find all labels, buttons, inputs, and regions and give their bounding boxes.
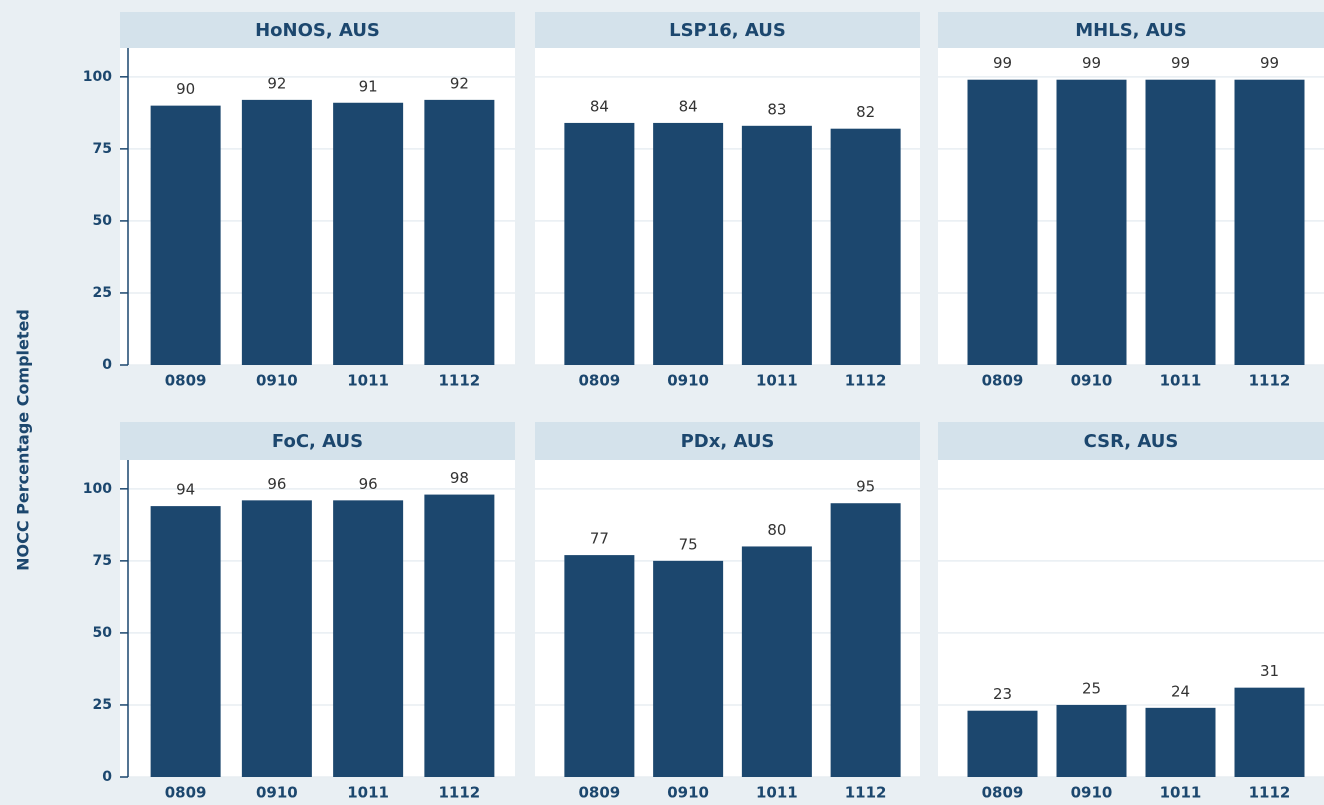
x-tick-label: 0910 — [1071, 784, 1113, 802]
value-label: 24 — [1171, 682, 1190, 700]
value-label: 31 — [1260, 662, 1279, 680]
value-label: 92 — [450, 74, 469, 92]
value-label: 77 — [590, 530, 609, 548]
value-label: 98 — [450, 469, 469, 487]
panel-header — [938, 12, 1324, 48]
value-label: 94 — [176, 481, 195, 499]
value-label: 99 — [993, 54, 1012, 72]
x-tick-label: 0809 — [982, 372, 1024, 390]
value-label: 99 — [1260, 54, 1279, 72]
x-tick-label: 1011 — [347, 372, 389, 390]
bar — [653, 560, 724, 777]
x-tick-label: 0910 — [667, 784, 709, 802]
panel-header — [120, 422, 515, 460]
bar — [564, 122, 635, 365]
value-label: 84 — [679, 97, 698, 115]
panel-title: LSP16, AUS — [669, 20, 786, 41]
bar — [1056, 79, 1127, 365]
bar — [424, 494, 495, 777]
bar — [1056, 704, 1127, 777]
bar — [830, 503, 901, 777]
y-tick-label: 50 — [93, 213, 113, 229]
bar — [1234, 687, 1305, 777]
x-tick-label: 0809 — [982, 784, 1024, 802]
panel-header — [535, 422, 920, 460]
x-tick-label: 0809 — [579, 784, 621, 802]
y-tick-label: 75 — [93, 141, 112, 157]
value-label: 99 — [1171, 54, 1190, 72]
y-axis-label: NOCC Percentage Completed — [14, 309, 33, 571]
x-tick-label: 1112 — [845, 784, 887, 802]
x-tick-label: 1011 — [1160, 784, 1202, 802]
value-label: 83 — [767, 100, 786, 118]
value-label: 96 — [359, 475, 378, 493]
x-tick-label: 1112 — [1249, 372, 1291, 390]
y-tick-label: 0 — [102, 769, 112, 785]
value-label: 75 — [679, 535, 698, 553]
bar — [1145, 79, 1216, 365]
bar — [241, 99, 312, 365]
y-tick-label: 100 — [83, 481, 112, 497]
x-tick-label: 1112 — [439, 372, 481, 390]
y-tick-label: 75 — [93, 553, 112, 569]
bar — [741, 125, 812, 366]
bar — [967, 710, 1038, 777]
y-tick-label: 50 — [93, 625, 113, 641]
panel-title: MHLS, AUS — [1075, 20, 1186, 41]
panel-title: PDx, AUS — [681, 431, 775, 452]
x-tick-label: 0910 — [256, 372, 298, 390]
value-label: 25 — [1082, 679, 1101, 697]
bar — [1145, 707, 1216, 777]
panel-title: HoNOS, AUS — [255, 20, 380, 41]
x-tick-label: 1011 — [756, 784, 798, 802]
value-label: 90 — [176, 80, 195, 98]
y-tick-label: 0 — [102, 357, 112, 373]
bar — [830, 128, 901, 365]
bar — [333, 102, 404, 365]
bar — [150, 506, 221, 777]
value-label: 82 — [856, 103, 875, 121]
panel-title: CSR, AUS — [1084, 431, 1179, 452]
bar — [241, 500, 312, 777]
x-tick-label: 1112 — [1249, 784, 1291, 802]
bar — [564, 555, 635, 777]
x-tick-label: 0910 — [256, 784, 298, 802]
value-label: 91 — [359, 77, 378, 95]
panel-header — [938, 422, 1324, 460]
value-label: 99 — [1082, 54, 1101, 72]
bar — [1234, 79, 1305, 365]
x-tick-label: 0809 — [579, 372, 621, 390]
value-label: 80 — [767, 521, 786, 539]
x-tick-label: 1112 — [439, 784, 481, 802]
x-tick-label: 0809 — [165, 784, 207, 802]
panel-header — [535, 12, 920, 48]
bar — [150, 105, 221, 366]
bar — [424, 99, 495, 365]
value-label: 84 — [590, 97, 609, 115]
x-tick-label: 1011 — [1160, 372, 1202, 390]
bar — [333, 500, 404, 777]
x-tick-label: 1011 — [347, 784, 389, 802]
value-label: 95 — [856, 478, 875, 496]
value-label: 96 — [267, 475, 286, 493]
bar — [967, 79, 1038, 365]
bar — [741, 546, 812, 777]
x-tick-label: 0809 — [165, 372, 207, 390]
panel-title: FoC, AUS — [272, 431, 363, 452]
y-tick-label: 100 — [83, 69, 112, 85]
value-label: 92 — [267, 74, 286, 92]
y-tick-label: 25 — [93, 697, 112, 713]
bar — [653, 122, 724, 365]
x-tick-label: 0910 — [667, 372, 709, 390]
y-tick-label: 25 — [93, 285, 112, 301]
x-tick-label: 1112 — [845, 372, 887, 390]
value-label: 23 — [993, 685, 1012, 703]
panel-header — [120, 12, 515, 48]
x-tick-label: 1011 — [756, 372, 798, 390]
x-tick-label: 0910 — [1071, 372, 1113, 390]
